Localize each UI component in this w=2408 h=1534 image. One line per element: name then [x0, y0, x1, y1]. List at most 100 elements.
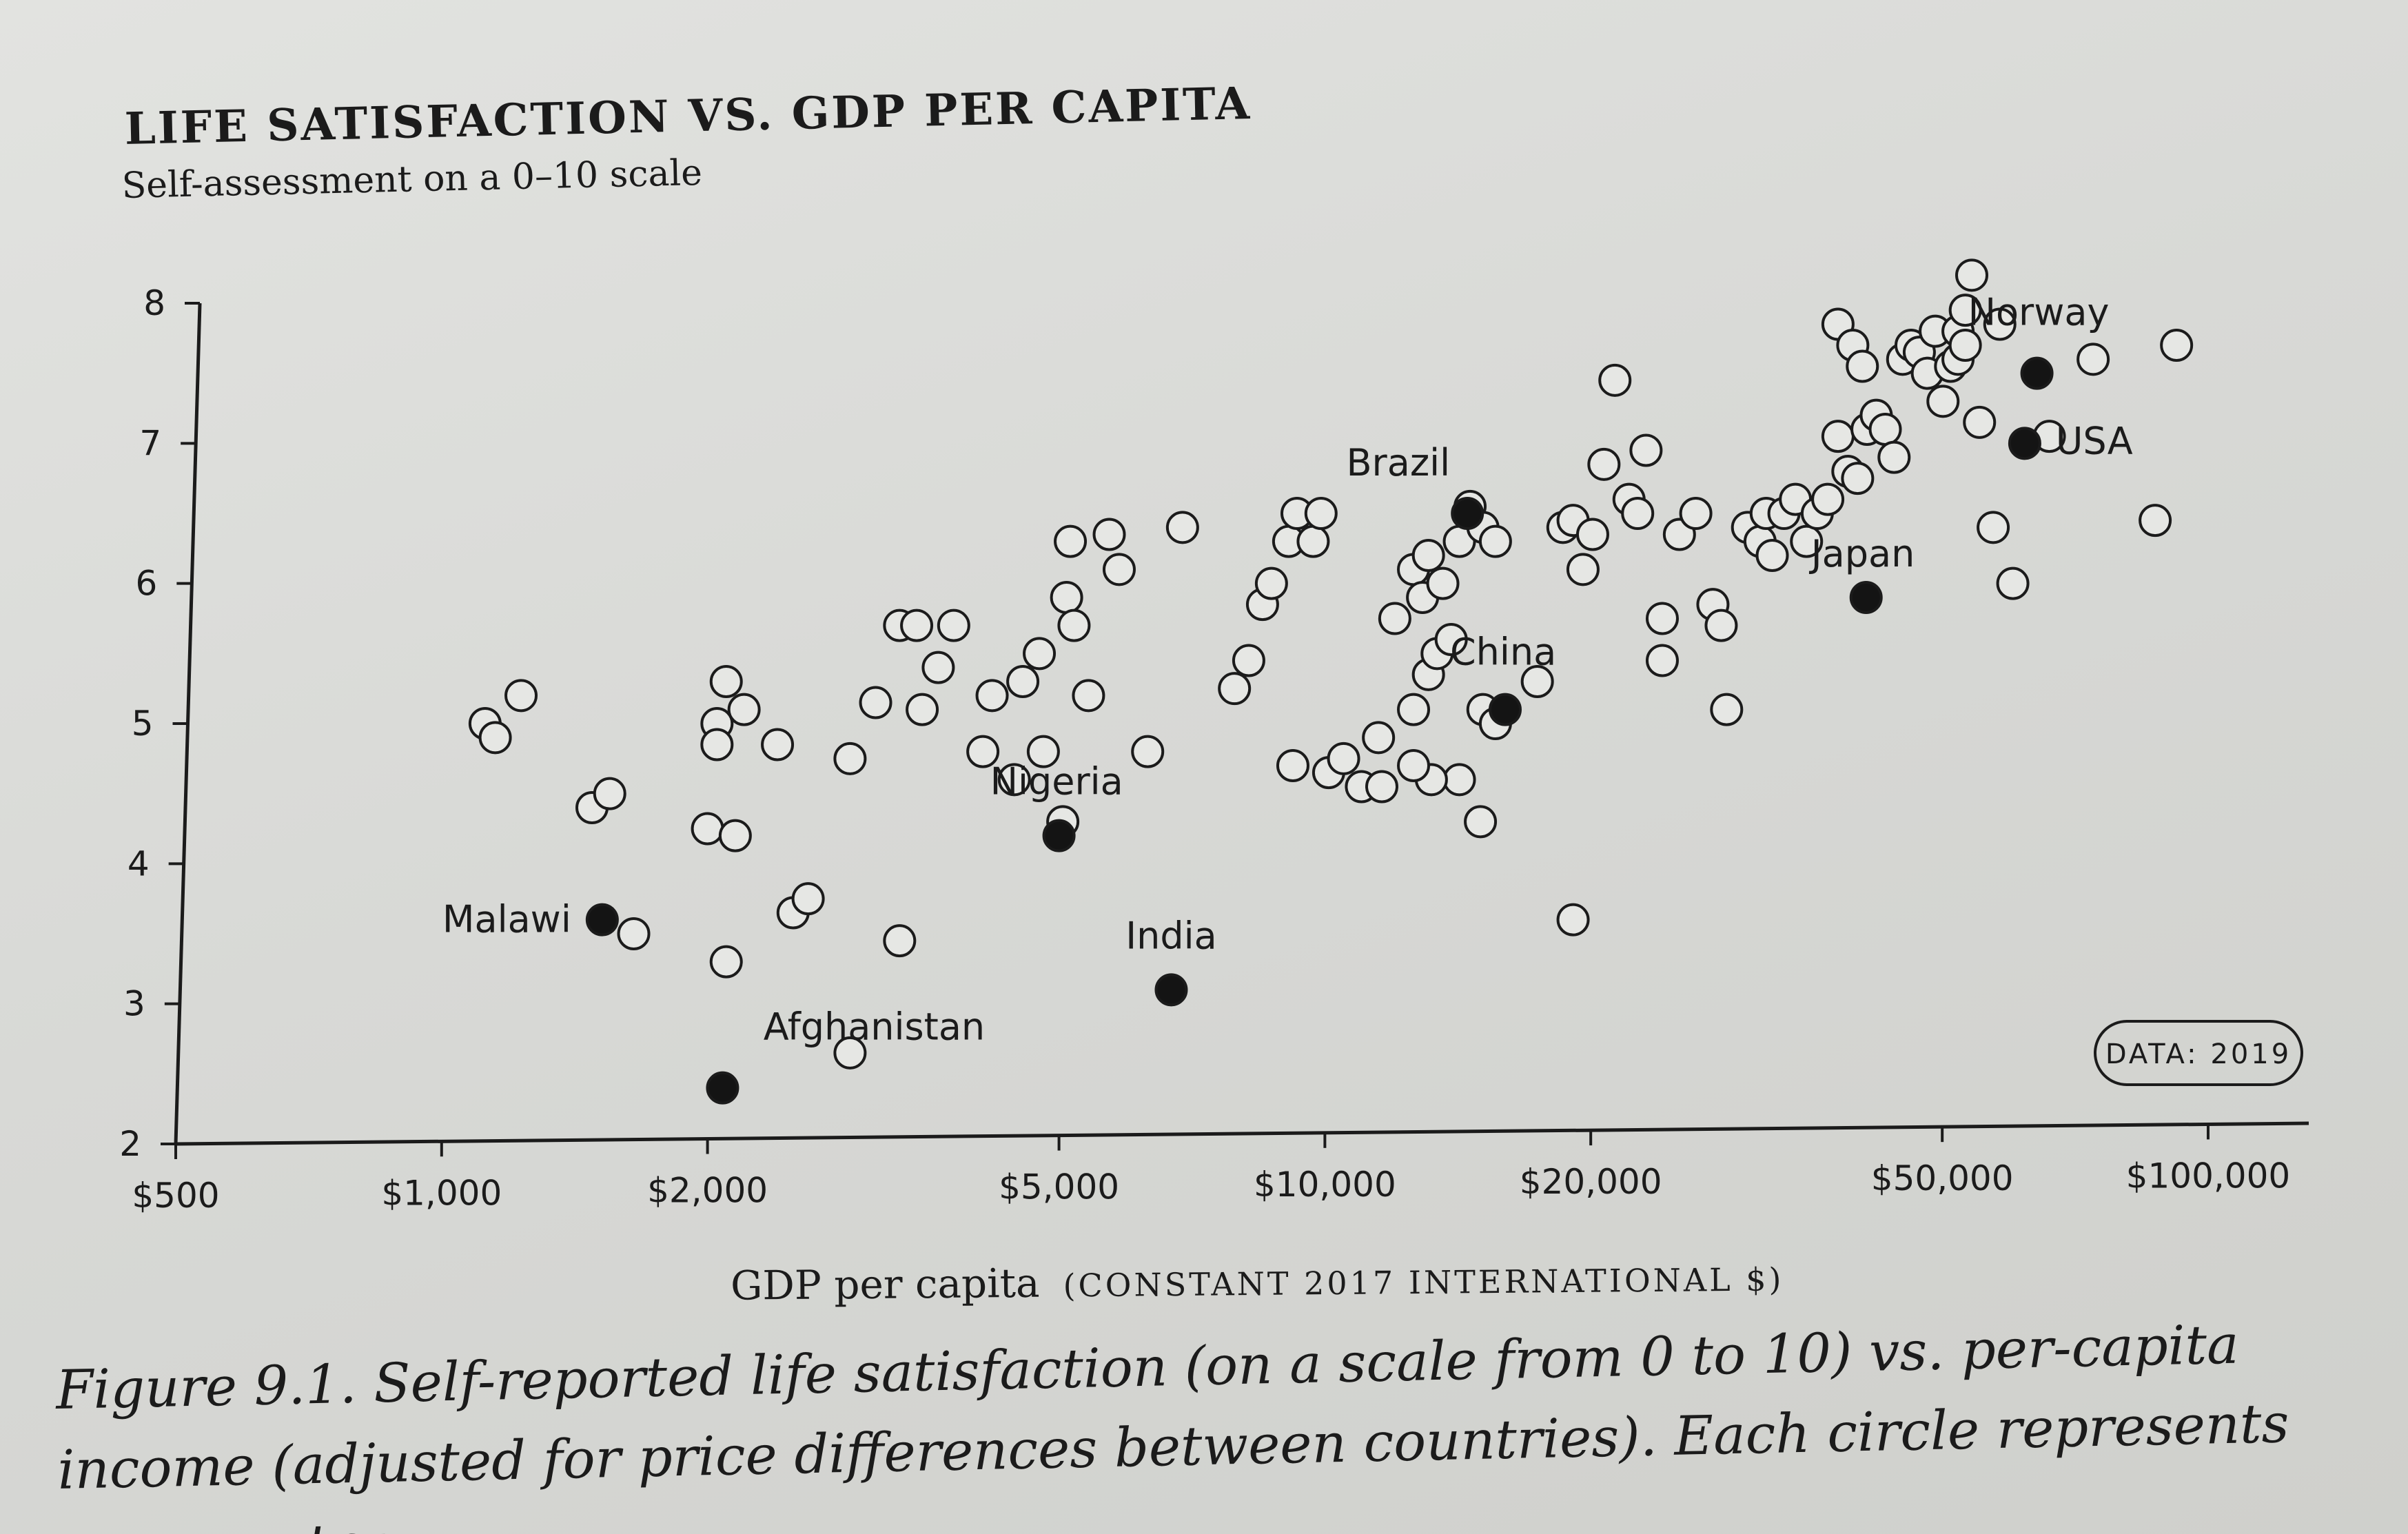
country-point: [1254, 566, 1288, 600]
country-point: [1948, 329, 1982, 362]
country-point: [1587, 447, 1621, 481]
country-point: [1679, 497, 1713, 530]
country-point: [1362, 721, 1396, 755]
country-point: [906, 693, 939, 726]
chart-point-labels: Norway USA Japan Brazil China Nigeria India Mal…: [442, 291, 2133, 1049]
country-point: [504, 679, 538, 713]
country-point: [1304, 497, 1338, 530]
country-point: [1397, 749, 1431, 782]
country-point: [1218, 672, 1252, 706]
country-label-china: China: [1450, 631, 1556, 674]
country-point: [1977, 511, 2010, 544]
country-point: [1276, 749, 1309, 782]
country-point: [791, 882, 825, 916]
highlighted-country-point: [2008, 427, 2041, 460]
y-tick-label: 8: [143, 283, 165, 323]
highlighted-country-point: [585, 903, 619, 937]
country-point: [921, 651, 955, 684]
country-label-usa: USA: [2056, 419, 2133, 462]
country-point: [1092, 518, 1126, 551]
country-point: [1710, 693, 1744, 726]
country-point: [1478, 524, 1512, 558]
country-point: [1868, 413, 1902, 446]
country-point: [1645, 644, 1679, 677]
country-point: [1072, 679, 1105, 713]
country-label-india: India: [1125, 914, 1217, 957]
country-point: [1821, 420, 1855, 453]
country-point: [1926, 385, 1960, 418]
country-point: [700, 728, 734, 761]
highlighted-country-point: [1849, 581, 1883, 614]
country-point: [1426, 566, 1460, 600]
data-year-badge: DATA: 2019: [2094, 1020, 2303, 1086]
country-label-brazil: Brazil: [1346, 441, 1450, 484]
x-tick-label: $50,000: [1871, 1158, 2014, 1198]
x-tick-label: $2,000: [647, 1171, 768, 1211]
country-point: [997, 763, 1031, 797]
country-point: [1790, 524, 1824, 558]
country-point: [1023, 637, 1057, 671]
highlighted-country-point: [1154, 973, 1188, 1007]
country-point: [833, 742, 867, 775]
country-point: [1434, 623, 1468, 656]
country-point: [1811, 482, 1845, 516]
chart-points: [468, 258, 2194, 1105]
country-point: [1050, 581, 1083, 614]
x-tick-label: $10,000: [1254, 1165, 1396, 1205]
country-point: [761, 728, 795, 761]
country-point: [1575, 518, 1609, 551]
y-tick-label: 6: [136, 564, 158, 604]
y-tick-label: 3: [123, 984, 145, 1024]
country-point: [1006, 665, 1040, 698]
country-point: [859, 686, 892, 719]
chart-ticks: $500 $1,000 $2,000 $5,000 $10,000 $20,000 $50,…: [119, 283, 2290, 1216]
highlighted-country-point: [1042, 819, 1076, 852]
country-point: [1704, 609, 1738, 642]
country-label-malawi: Malawi: [442, 898, 571, 941]
country-point: [1131, 735, 1165, 768]
highlighted-country-point: [2020, 356, 2054, 390]
country-point: [1983, 307, 2017, 341]
country-label-japan: Japan: [1809, 532, 1915, 575]
country-point: [1057, 609, 1091, 642]
country-point: [478, 721, 512, 755]
y-tick-label: 7: [139, 423, 161, 463]
country-point: [1442, 763, 1476, 797]
country-point: [709, 945, 743, 979]
country-point: [1026, 735, 1060, 768]
country-point: [1948, 294, 1982, 327]
country-point: [833, 1036, 867, 1070]
country-point: [1877, 440, 1911, 474]
y-tick-label: 5: [132, 704, 154, 744]
x-tick-label: $100,000: [2126, 1156, 2291, 1196]
country-point: [883, 924, 917, 958]
country-point: [1397, 693, 1431, 726]
country-point: [1846, 349, 1879, 383]
country-point: [1165, 511, 1199, 544]
highlighted-country-point: [706, 1071, 739, 1105]
country-point: [1556, 903, 1590, 937]
country-point: [2160, 329, 2194, 362]
x-axis-label: GDP per capita: [730, 1259, 1040, 1309]
country-point: [1296, 524, 1330, 558]
country-point: [1232, 644, 1265, 677]
x-tick-label: $5,000: [999, 1167, 1119, 1207]
y-tick-label: 2: [119, 1124, 141, 1164]
country-point: [1566, 553, 1600, 586]
country-point: [617, 917, 651, 950]
country-point: [1378, 602, 1411, 635]
country-point: [1629, 433, 1663, 467]
country-point: [1327, 742, 1360, 775]
country-point: [727, 693, 761, 726]
country-point: [937, 609, 970, 642]
country-point: [691, 812, 724, 846]
x-axis-line: [175, 1121, 2309, 1146]
country-label-nigeria: Nigeria: [990, 760, 1123, 804]
country-point: [709, 665, 743, 698]
country-point: [593, 777, 626, 810]
country-point: [1621, 497, 1655, 530]
country-point: [2139, 504, 2172, 538]
data-badge-outline: [2094, 1020, 2303, 1086]
country-point: [1054, 524, 1088, 558]
